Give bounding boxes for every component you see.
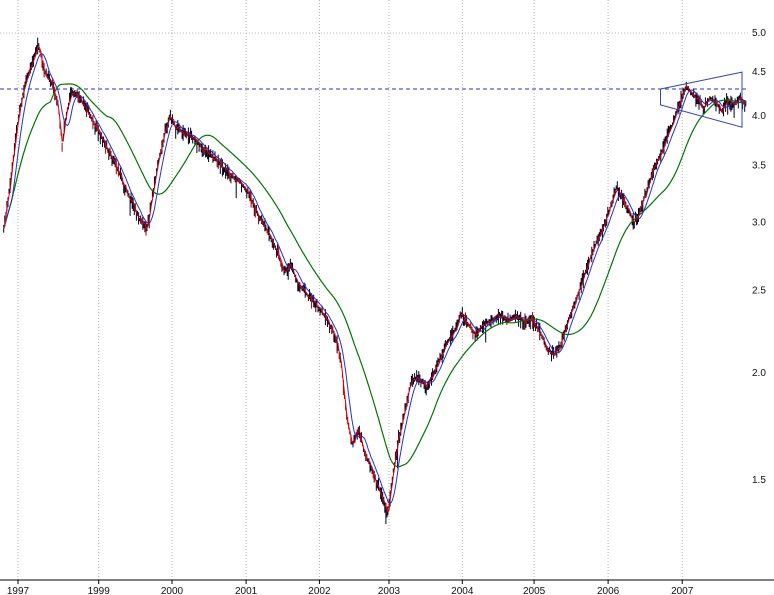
medium-ma-line xyxy=(3,53,747,505)
grid-layer xyxy=(0,0,748,580)
x-tick-label: 2004 xyxy=(451,586,474,595)
x-axis: 1997 1999 2000 2001 2002 2003 2004 2005 2006 2007 xyxy=(0,579,774,595)
trend-channel xyxy=(660,71,743,128)
x-tick-label: 2003 xyxy=(378,586,401,595)
x-tick-label: 2005 xyxy=(523,586,546,595)
x-tick-label: 1999 xyxy=(88,586,111,595)
y-tick-label: 3.0 xyxy=(752,218,766,229)
y-tick-label: 2.0 xyxy=(752,368,766,379)
price-bars-down xyxy=(40,51,745,516)
y-tick-label: 3.5 xyxy=(752,160,766,171)
x-tick-label: 1997 xyxy=(7,586,30,595)
y-tick-label: 5.0 xyxy=(752,28,766,39)
y-tick-label: 4.0 xyxy=(752,111,766,122)
slow-ma-line xyxy=(3,83,746,468)
x-tick-label: 2001 xyxy=(235,586,258,595)
x-tick-label: 2000 xyxy=(161,586,184,595)
price-bars-up xyxy=(3,37,747,525)
x-tick-label: 2002 xyxy=(308,586,331,595)
y-tick-label: 1.5 xyxy=(752,475,766,486)
x-tick-label: 2007 xyxy=(671,586,694,595)
y-tick-label: 4.5 xyxy=(752,67,766,78)
y-tick-label: 2.5 xyxy=(752,285,766,296)
fast-ma-line xyxy=(3,45,747,514)
y-axis-labels: 5.0 4.5 4.0 3.5 3.0 2.5 2.0 1.5 xyxy=(752,28,766,486)
x-tick-label: 2006 xyxy=(597,586,620,595)
